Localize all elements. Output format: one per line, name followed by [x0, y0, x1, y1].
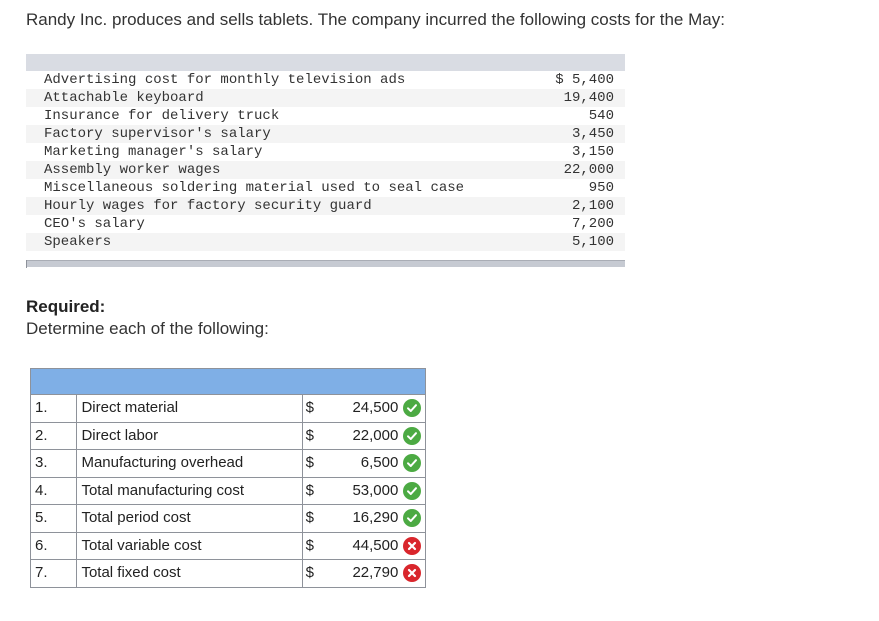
cost-item-amount: 950: [588, 180, 614, 196]
answer-value-input[interactable]: 44,500: [352, 536, 399, 554]
cost-item-label: Speakers: [44, 234, 112, 250]
answer-mark: [398, 533, 425, 560]
cost-row: Advertising cost for monthly television …: [26, 71, 625, 89]
cost-table-edge: [26, 260, 27, 268]
cost-table-rows: Advertising cost for monthly television …: [26, 71, 625, 251]
answer-value-input[interactable]: 6,500: [360, 454, 399, 471]
cost-item-label: Assembly worker wages: [44, 162, 221, 178]
cost-row: Insurance for delivery truck 540: [26, 107, 625, 125]
answer-mark: [398, 478, 425, 505]
cost-item-amount: 19,400: [563, 90, 614, 106]
intro-text: Randy Inc. produces and sells tablets. T…: [26, 10, 725, 29]
answer-number: 6.: [31, 532, 78, 559]
answer-number: 1.: [31, 395, 78, 422]
cost-item-amount: 5,100: [571, 234, 614, 250]
answer-label: Manufacturing overhead: [77, 450, 303, 477]
answer-number: 2.: [31, 422, 78, 449]
answer-label: Total fixed cost: [77, 560, 303, 587]
cost-item-label: Insurance for delivery truck: [44, 108, 280, 124]
cost-item-amount: 3,450: [571, 126, 614, 142]
answer-value-input[interactable]: 16,290: [352, 509, 399, 526]
cost-table-footer-bar: [26, 260, 625, 267]
answer-row: 3. Manufacturing overhead $6,500: [30, 450, 426, 478]
cost-item-label: Attachable keyboard: [44, 90, 204, 106]
answer-label: Total manufacturing cost: [77, 477, 303, 504]
cost-row: Factory supervisor's salary 3,450: [26, 125, 625, 143]
check-icon: [402, 454, 421, 473]
currency-symbol: $: [305, 426, 314, 444]
answer-value-input[interactable]: 53,000: [352, 481, 399, 499]
cost-item-amount: 3,150: [571, 144, 614, 160]
answer-row: 5. Total period cost $16,290: [30, 505, 426, 533]
cost-row: Speakers 5,100: [26, 233, 625, 251]
check-icon: [402, 426, 421, 445]
currency-symbol: $: [305, 536, 314, 554]
cost-item-amount: 540: [588, 108, 614, 124]
answer-mark: [398, 560, 425, 587]
cross-icon: [402, 536, 421, 555]
check-icon: [402, 509, 421, 528]
answer-row: 2. Direct labor $22,000: [30, 422, 426, 450]
answer-mark: [398, 395, 425, 422]
currency-symbol: $: [305, 454, 314, 471]
answer-value-input[interactable]: 22,790: [352, 564, 399, 581]
required-heading: Required:: [26, 297, 106, 316]
cost-item-label: Factory supervisor's salary: [44, 126, 271, 142]
cost-item-amount: 2,100: [571, 198, 614, 214]
cost-row: CEO's salary 7,200: [26, 215, 625, 233]
currency-symbol: $: [305, 564, 314, 581]
cost-item-label: Marketing manager's salary: [44, 144, 263, 160]
answer-label: Total period cost: [77, 505, 303, 532]
answer-table-header: [30, 368, 426, 395]
check-icon: [402, 399, 421, 418]
cost-item-label: Hourly wages for factory security guard: [44, 198, 372, 214]
cost-table: Advertising cost for monthly television …: [26, 54, 625, 268]
cost-item-amount: 22,000: [563, 162, 614, 178]
answer-value-input[interactable]: 22,000: [352, 426, 399, 444]
cost-row: Hourly wages for factory security guard 2…: [26, 197, 625, 215]
answer-row: 7. Total fixed cost $22,790: [30, 560, 426, 588]
cost-item-label: CEO's salary: [44, 216, 145, 232]
answer-row: 1. Direct material $24,500: [30, 395, 426, 423]
answer-table-rows: 1. Direct material $24,500 2. Direct labor $2…: [30, 395, 426, 588]
cost-item-label: Miscellaneous soldering material used to…: [44, 180, 465, 196]
currency-symbol: $: [305, 509, 314, 526]
answer-label: Direct material: [77, 395, 303, 422]
cross-icon: [402, 564, 421, 583]
answer-label: Total variable cost: [77, 532, 303, 559]
currency-symbol: $: [305, 399, 314, 416]
answer-number: 5.: [31, 505, 78, 532]
answer-row: 6. Total variable cost $44,500: [30, 532, 426, 560]
cost-row: Marketing manager's salary 3,150: [26, 143, 625, 161]
answer-number: 3.: [31, 450, 78, 477]
answer-label: Direct labor: [77, 422, 303, 449]
answer-number: 4.: [31, 477, 78, 504]
answer-row: 4. Total manufacturing cost $53,000: [30, 477, 426, 505]
answer-value-input[interactable]: 24,500: [352, 399, 399, 416]
cost-row: Miscellaneous soldering material used to…: [26, 179, 625, 197]
cost-row: Attachable keyboard 19,400: [26, 89, 625, 107]
instruction-text: Determine each of the following:: [26, 319, 269, 338]
answer-mark: [398, 423, 425, 450]
cost-item-amount: 7,200: [571, 216, 614, 232]
answer-mark: [398, 450, 425, 477]
currency-symbol: $: [305, 481, 314, 499]
cost-item-label: Advertising cost for monthly television …: [44, 72, 406, 88]
check-icon: [402, 481, 421, 500]
answer-mark: [398, 505, 425, 532]
cost-row: Assembly worker wages 22,000: [26, 161, 625, 179]
cost-table-header-bar: [26, 54, 625, 71]
answer-number: 7.: [31, 560, 78, 587]
cost-item-amount: $ 5,400: [555, 72, 614, 88]
answer-table: 1. Direct material $24,500 2. Direct labor $2…: [30, 368, 426, 588]
